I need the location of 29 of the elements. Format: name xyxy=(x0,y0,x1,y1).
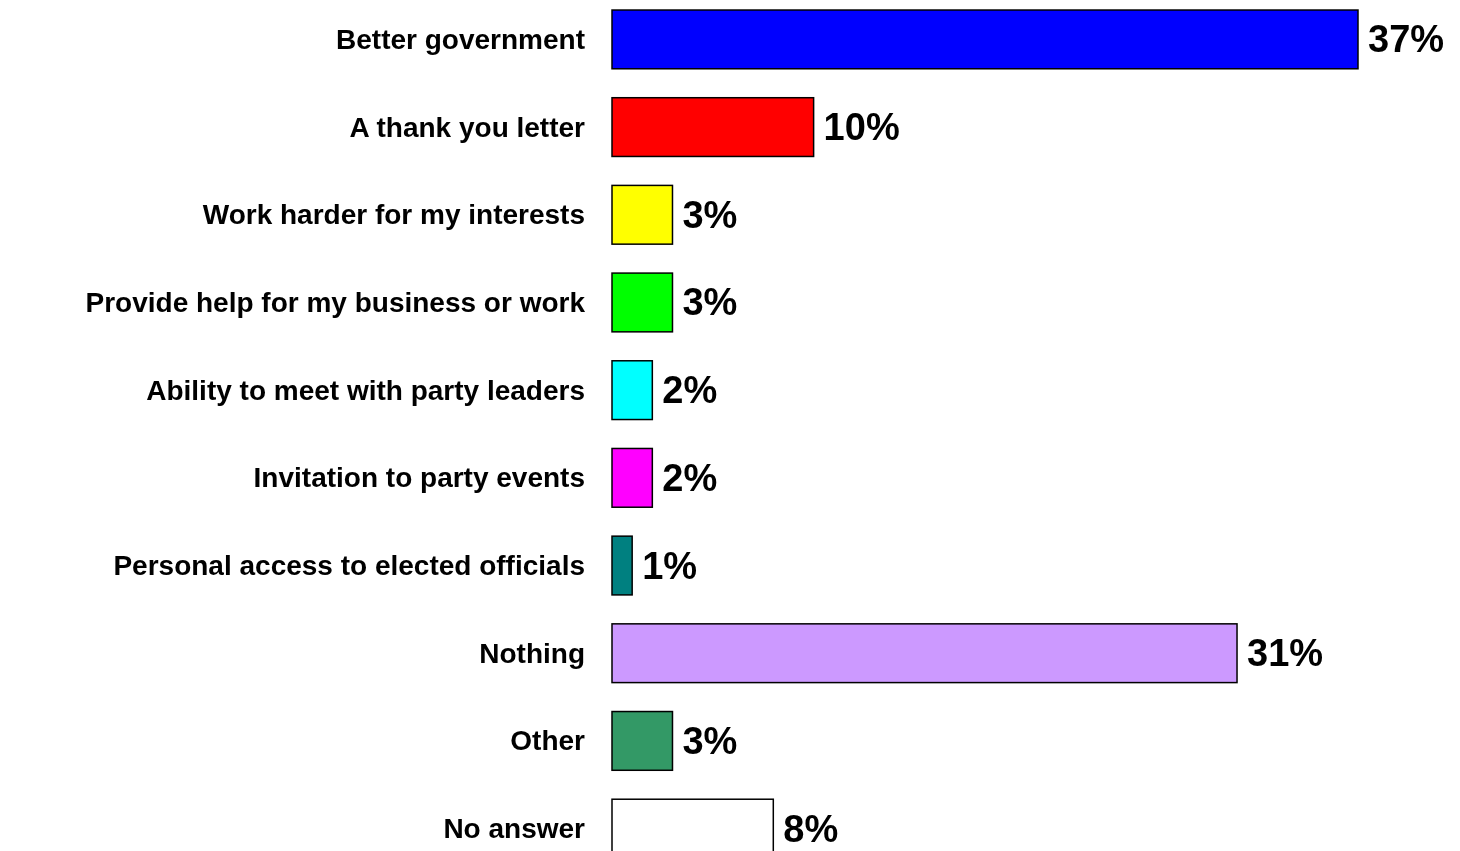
data-label: 10% xyxy=(823,106,900,149)
y-tick-label: Provide help for my business or work xyxy=(85,286,586,318)
bar xyxy=(611,272,674,333)
bar xyxy=(611,96,815,158)
data-label: 3% xyxy=(682,193,738,236)
y-tick-label: Nothing xyxy=(479,637,585,669)
data-label: 2% xyxy=(662,369,718,412)
y-tick-label: Better government xyxy=(336,23,585,55)
bar xyxy=(611,447,654,508)
data-label: 31% xyxy=(1247,632,1324,675)
y-tick-label: Ability to meet with party leaders xyxy=(146,374,585,406)
y-tick-label: Other xyxy=(510,725,586,757)
data-label: 37% xyxy=(1368,18,1445,61)
bar xyxy=(611,184,674,245)
y-tick-label: Work harder for my interests xyxy=(202,199,585,231)
data-label: 3% xyxy=(682,281,738,324)
bar xyxy=(611,9,1359,70)
y-tick-label: Invitation to party events xyxy=(253,462,585,494)
y-tick-label: A thank you letter xyxy=(349,111,586,143)
bar xyxy=(611,623,1238,684)
data-label: 2% xyxy=(662,456,718,499)
bar xyxy=(611,710,674,772)
bar xyxy=(611,360,654,421)
data-label: 8% xyxy=(783,807,839,850)
bar xyxy=(611,535,633,596)
data-label: 3% xyxy=(682,719,738,762)
data-label: 1% xyxy=(642,544,698,587)
y-tick-label: No answer xyxy=(443,813,586,845)
y-tick-label: Personal access to elected officials xyxy=(113,550,585,582)
